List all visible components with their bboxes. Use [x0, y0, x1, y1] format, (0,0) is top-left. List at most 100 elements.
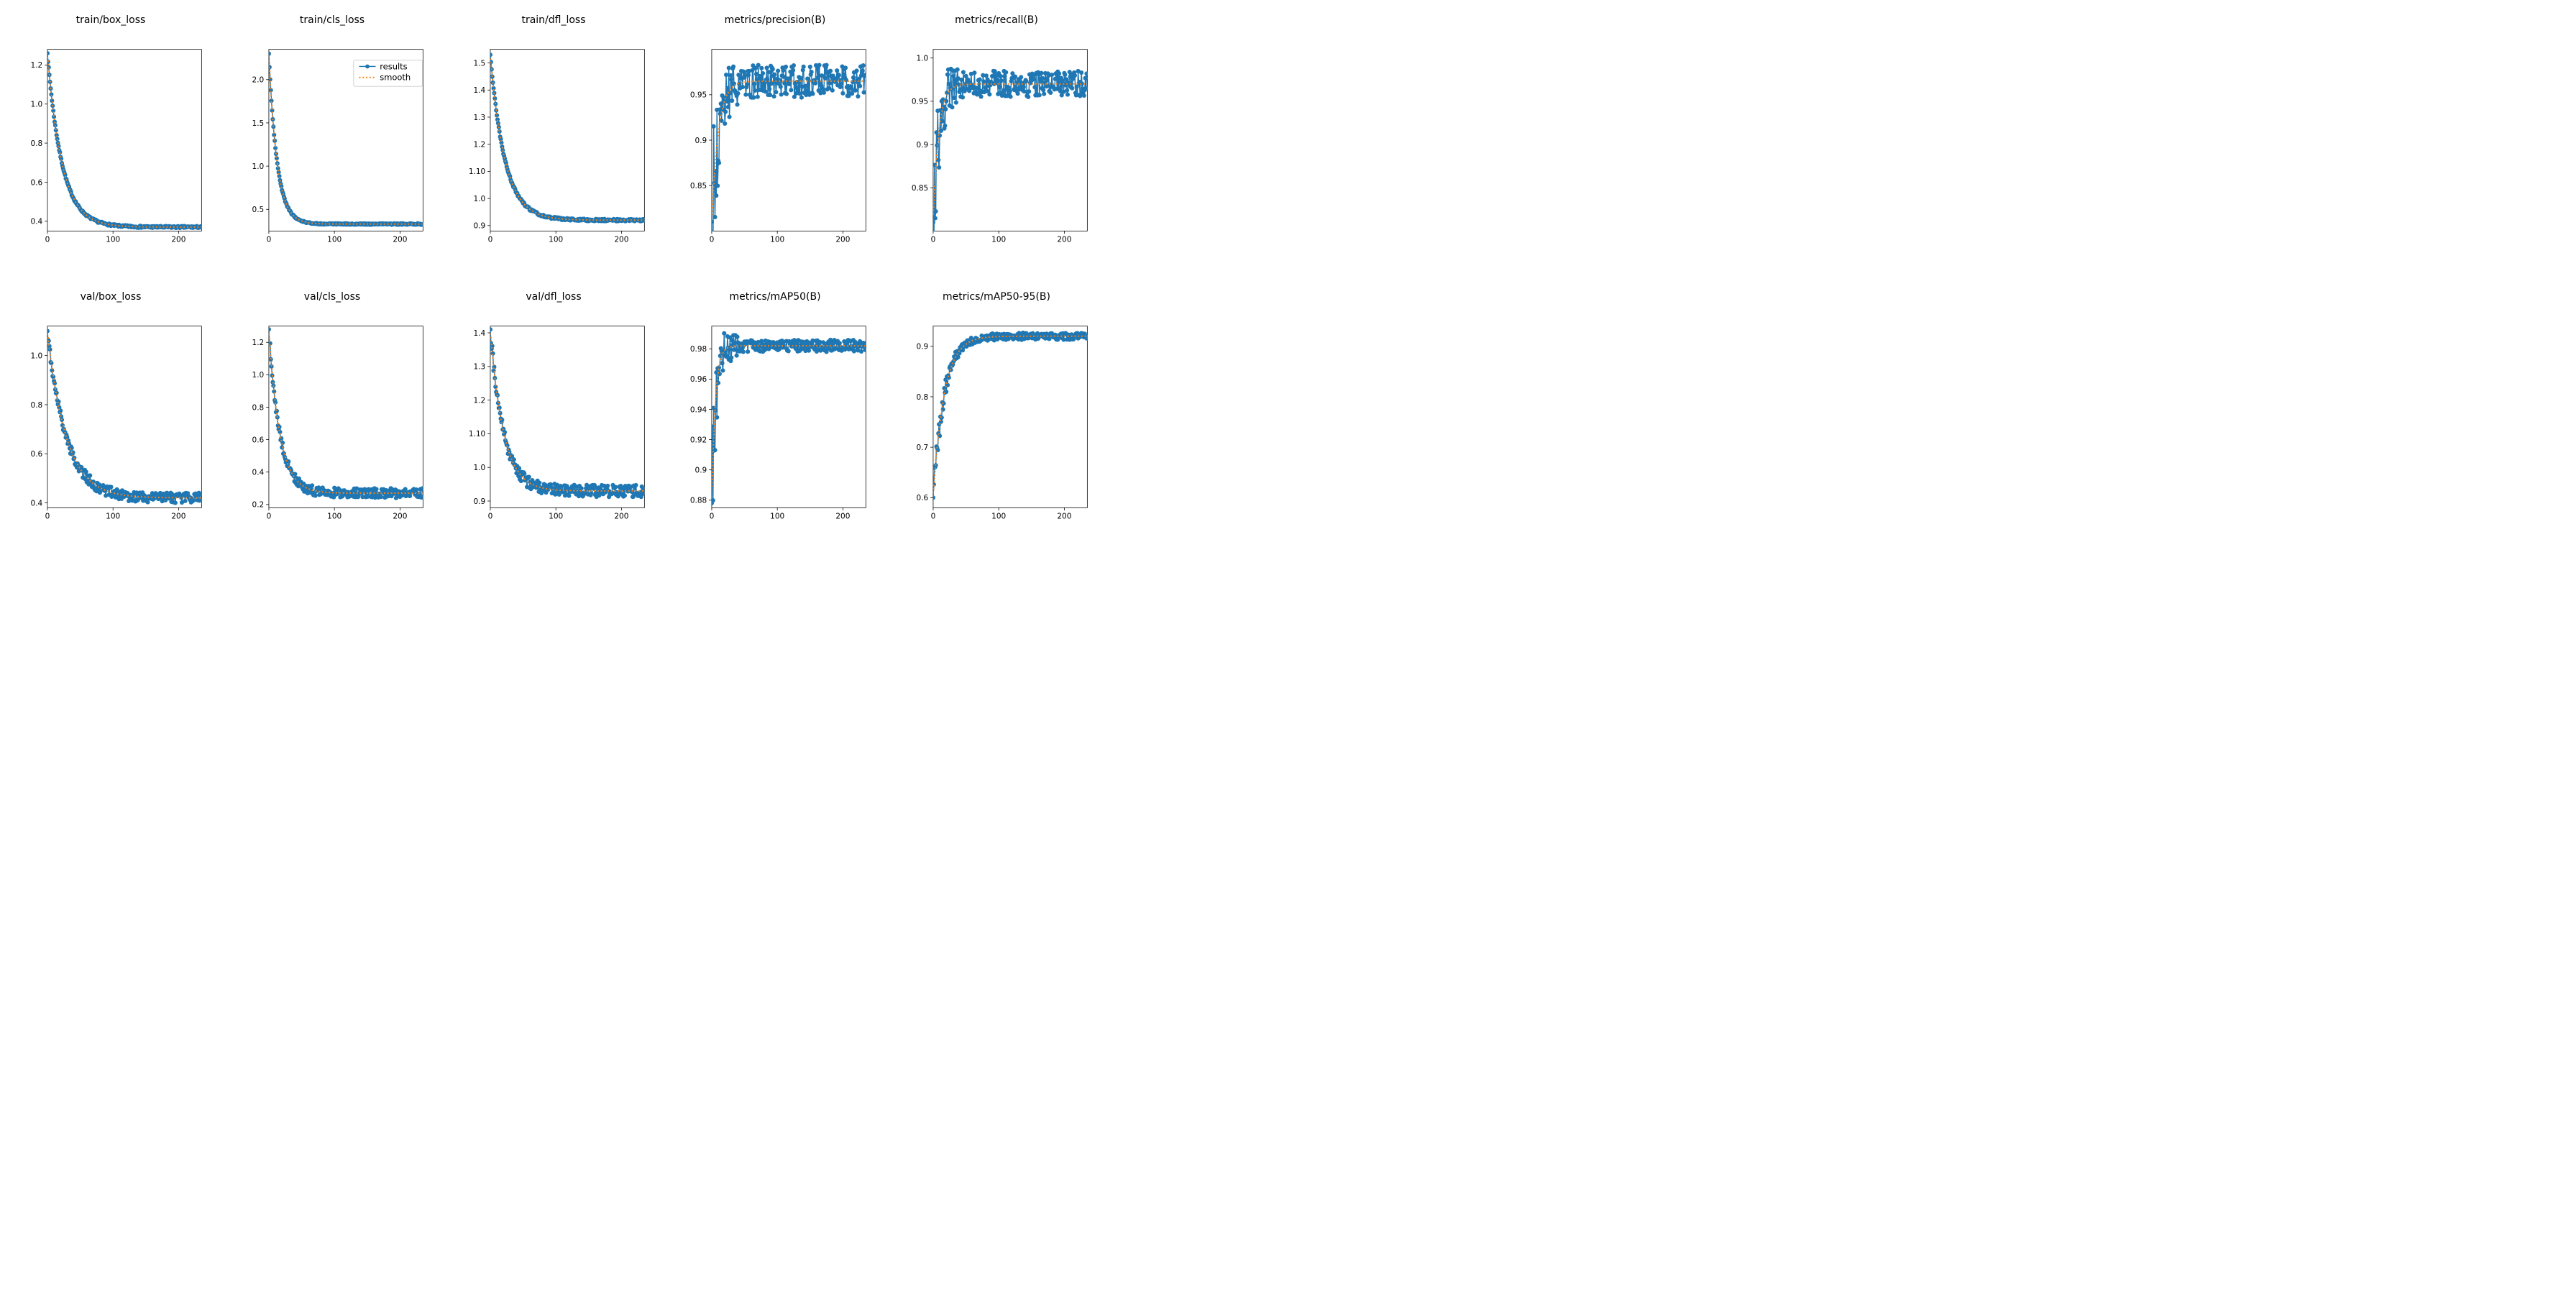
svg-text:0.88: 0.88 — [690, 497, 707, 505]
plot-area: 01002000.51.01.52.0resultssmooth — [236, 27, 428, 270]
svg-text:0.85: 0.85 — [690, 182, 707, 190]
panel-title: val/cls_loss — [236, 291, 428, 303]
panel-val-cls-loss: val/cls_loss01002000.20.40.60.81.01.2 — [236, 291, 428, 546]
svg-text:0.6: 0.6 — [31, 178, 43, 187]
svg-text:0.9: 0.9 — [474, 222, 486, 231]
svg-text:0.9: 0.9 — [474, 497, 486, 506]
plot-area: 0 100 200 0.85 0.9 0.95 — [679, 27, 871, 270]
svg-text:100: 100 — [549, 513, 563, 521]
svg-text:100: 100 — [770, 236, 784, 244]
svg-text:0.9: 0.9 — [695, 467, 707, 475]
svg-text:0: 0 — [45, 236, 50, 244]
panel-val-box-loss: val/box_loss01002000.40.60.81.0 — [14, 291, 207, 546]
svg-text:0.8: 0.8 — [917, 393, 929, 402]
svg-text:results: results — [380, 61, 407, 71]
svg-text:1.4: 1.4 — [474, 329, 486, 338]
svg-text:0.4: 0.4 — [31, 499, 43, 507]
svg-text:0.4: 0.4 — [252, 469, 265, 477]
svg-text:1.10: 1.10 — [469, 167, 485, 176]
panel-train-dfl-loss: train/dfl_loss 0 100 200 0.9 1.0 1.10 1.2 1.3 1.4… — [457, 14, 650, 270]
svg-text:200: 200 — [614, 513, 628, 521]
svg-text:1.0: 1.0 — [474, 195, 486, 203]
chart-grid: train/box_loss01002000.40.60.81.01.2trai… — [14, 14, 1093, 546]
panel-metrics-precision-b-: metrics/precision(B) 0 100 200 0.85 0.9 0.95 — [679, 14, 871, 270]
svg-text:1.2: 1.2 — [31, 61, 43, 70]
svg-text:1.4: 1.4 — [474, 86, 486, 95]
svg-text:0.9: 0.9 — [695, 137, 707, 145]
svg-text:1.2: 1.2 — [252, 339, 265, 347]
plot-area: 0 100 200 0.9 1.0 1.10 1.2 1.3 1.4 — [457, 304, 650, 546]
svg-text:200: 200 — [171, 236, 185, 244]
svg-text:0: 0 — [267, 236, 272, 244]
plot-area: 01002000.91.01.101.21.31.41.5 — [457, 27, 650, 270]
svg-text:1.5: 1.5 — [252, 119, 265, 128]
svg-text:0.4: 0.4 — [31, 218, 43, 226]
svg-text:0.9: 0.9 — [917, 141, 929, 150]
svg-text:0.5: 0.5 — [252, 206, 265, 214]
plot-area: 01002000.850.90.951.0 — [900, 27, 1093, 270]
svg-text:0.8: 0.8 — [31, 139, 43, 148]
panel-metrics-map50-b-: metrics/mAP50(B)01002000.880.90.920.940.… — [679, 291, 871, 546]
svg-text:200: 200 — [171, 513, 185, 521]
svg-text:1.10: 1.10 — [469, 430, 485, 438]
plot-area: 01002000.40.60.81.0 — [14, 304, 207, 546]
svg-text:0.95: 0.95 — [912, 98, 928, 106]
svg-text:200: 200 — [1057, 513, 1071, 521]
svg-text:0.8: 0.8 — [31, 401, 43, 410]
panel-train-box-loss: train/box_loss 0 100 200 0.4 0.6 0.8 1.0 1.2 — [14, 14, 207, 270]
panel-title: val/box_loss — [14, 291, 207, 303]
svg-text:1.0: 1.0 — [31, 101, 43, 109]
svg-text:0: 0 — [931, 236, 936, 244]
svg-text:0.6: 0.6 — [31, 450, 43, 459]
svg-text:smooth: smooth — [380, 73, 411, 83]
panel-title: train/box_loss — [14, 14, 207, 26]
svg-text:100: 100 — [106, 513, 120, 521]
plot-area: 0 100 200 0.4 0.6 0.8 1.0 1.2 — [14, 27, 207, 270]
panel-title: metrics/recall(B) — [900, 14, 1093, 26]
svg-text:0: 0 — [488, 513, 493, 521]
svg-text:0: 0 — [45, 513, 50, 521]
svg-text:100: 100 — [770, 513, 784, 521]
svg-text:1.0: 1.0 — [474, 464, 486, 472]
svg-text:0.9: 0.9 — [917, 343, 929, 352]
svg-text:100: 100 — [549, 236, 563, 244]
panel-train-cls-loss: train/cls_loss01002000.51.01.52.0results… — [236, 14, 428, 270]
svg-text:100: 100 — [106, 236, 120, 244]
panel-title: train/cls_loss — [236, 14, 428, 26]
svg-text:0.6: 0.6 — [917, 494, 929, 502]
svg-text:0.8: 0.8 — [252, 403, 265, 412]
svg-text:0.92: 0.92 — [690, 436, 707, 444]
svg-text:0: 0 — [710, 513, 715, 521]
panel-title: train/dfl_loss — [457, 14, 650, 26]
svg-text:0.7: 0.7 — [917, 444, 929, 452]
panel-metrics-map50-95-b-: metrics/mAP50-95(B)01002000.60.70.80.9 — [900, 291, 1093, 546]
svg-text:0.6: 0.6 — [252, 436, 265, 444]
svg-text:1.0: 1.0 — [252, 162, 265, 171]
svg-text:200: 200 — [614, 236, 628, 244]
svg-text:0.85: 0.85 — [912, 184, 928, 193]
panel-val-dfl-loss: val/dfl_loss 0 100 200 0.9 1.0 1.10 1.2 1.3 1.4 — [457, 291, 650, 546]
svg-text:1.3: 1.3 — [474, 114, 486, 122]
svg-text:200: 200 — [393, 513, 407, 521]
panel-title: metrics/precision(B) — [679, 14, 871, 26]
svg-text:2.0: 2.0 — [252, 76, 265, 85]
svg-text:0.95: 0.95 — [690, 91, 707, 100]
panel-metrics-recall-b-: metrics/recall(B)01002000.850.90.951.0 — [900, 14, 1093, 270]
svg-text:200: 200 — [1057, 236, 1071, 244]
svg-text:200: 200 — [835, 236, 850, 244]
panel-title: metrics/mAP50-95(B) — [900, 291, 1093, 303]
svg-text:1.2: 1.2 — [474, 396, 486, 405]
svg-text:1.2: 1.2 — [474, 141, 486, 150]
svg-text:0: 0 — [931, 513, 936, 521]
panel-title: metrics/mAP50(B) — [679, 291, 871, 303]
svg-text:200: 200 — [835, 513, 850, 521]
svg-text:1.0: 1.0 — [917, 55, 929, 63]
svg-text:100: 100 — [327, 513, 342, 521]
svg-text:0: 0 — [710, 236, 715, 244]
svg-text:1.3: 1.3 — [474, 363, 486, 372]
svg-text:0: 0 — [267, 513, 272, 521]
svg-text:100: 100 — [327, 236, 342, 244]
svg-text:0.94: 0.94 — [690, 405, 707, 414]
svg-text:0: 0 — [488, 236, 493, 244]
panel-title: val/dfl_loss — [457, 291, 650, 303]
